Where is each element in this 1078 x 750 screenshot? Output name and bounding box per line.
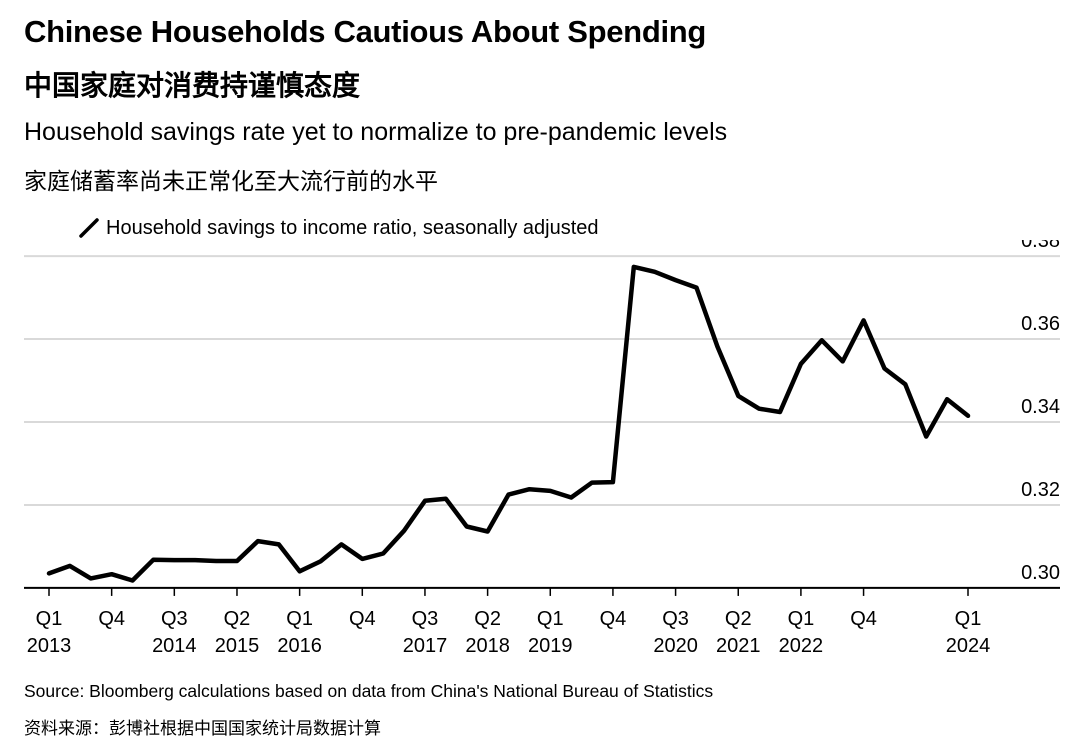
x-tick-year-label: 2017 [403, 635, 448, 657]
y-tick-label: 0.30 [1021, 562, 1060, 584]
source-note-chinese: 资料来源：彭博社根据中国国家统计局数据计算 [24, 719, 381, 739]
x-tick-label: Q3 [161, 608, 188, 630]
x-tick-year-label: 2021 [716, 635, 761, 657]
y-tick-label: 0.32 [1021, 479, 1060, 501]
x-tick-label: Q4 [850, 608, 877, 630]
y-tick-label: 0.38 [1021, 240, 1060, 252]
source-note: Source: Bloomberg calculations based on … [24, 681, 714, 701]
x-tick-label: Q2 [725, 608, 752, 630]
x-tick-year-label: 2016 [277, 635, 322, 657]
legend: Household savings to income ratio, seaso… [78, 214, 599, 242]
x-tick-year-label: 2024 [946, 635, 991, 657]
x-tick-year-label: 2013 [27, 635, 72, 657]
x-tick-label: Q1 [36, 608, 63, 630]
x-tick-label: Q1 [537, 608, 564, 630]
x-tick-label: Q1 [955, 608, 982, 630]
x-tick-year-label: 2018 [465, 635, 510, 657]
x-tick-year-label: 2019 [528, 635, 573, 657]
gridlines [24, 255, 1060, 506]
x-tick-label: Q4 [98, 608, 125, 630]
legend-line-icon [79, 218, 99, 238]
series-line-savings-ratio [46, 264, 971, 583]
legend-label: Household savings to income ratio, seaso… [106, 216, 599, 239]
line-chart: 0.30 0.32 0.34 0.36 0.38 Q1 2013 Q4 Q3 2014 Q2 201… [24, 240, 1060, 657]
x-tick-year-label: 2022 [779, 635, 824, 657]
y-axis: 0.30 0.32 0.34 0.36 0.38 [1021, 240, 1060, 584]
x-tick-year-label: 2020 [653, 635, 698, 657]
x-tick-label: Q4 [349, 608, 376, 630]
x-tick-label: Q4 [600, 608, 627, 630]
chart-title-chinese: 中国家庭对消费持谨慎态度 [24, 69, 361, 102]
y-tick-label: 0.34 [1021, 396, 1060, 418]
x-tick-label: Q1 [286, 608, 313, 630]
x-tick-year-label: 2014 [152, 635, 197, 657]
x-tick-year-label: 2015 [215, 635, 260, 657]
x-tick-label: Q3 [662, 608, 689, 630]
x-axis: Q1 2013 Q4 Q3 2014 Q2 2015 Q1 2016 Q4 Q3 2017 Q2 2018… [27, 587, 991, 657]
y-tick-label: 0.36 [1021, 313, 1060, 335]
x-tick-label: Q1 [788, 608, 815, 630]
chart-title: Chinese Households Cautious About Spendi… [24, 14, 707, 49]
chart-subtitle-chinese: 家庭储蓄率尚未正常化至大流行前的水平 [24, 169, 438, 195]
x-tick-label: Q2 [474, 608, 501, 630]
x-tick-label: Q3 [412, 608, 439, 630]
chart-subtitle: Household savings rate yet to normalize … [24, 118, 728, 146]
x-tick-label: Q2 [224, 608, 251, 630]
